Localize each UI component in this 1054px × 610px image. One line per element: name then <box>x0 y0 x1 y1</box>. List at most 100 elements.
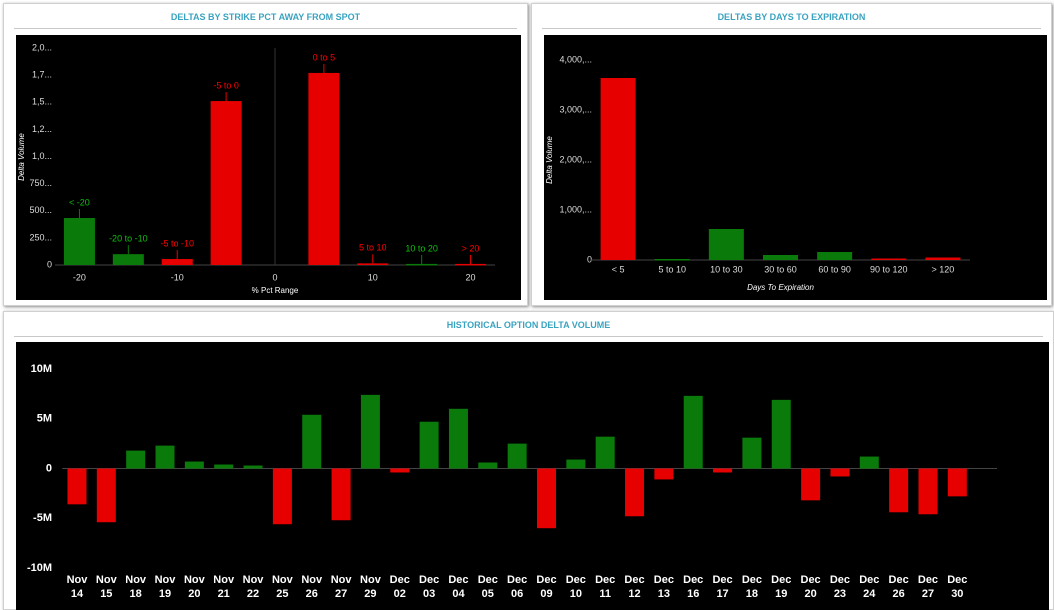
panel-title: HISTORICAL OPTION DELTA VOLUME <box>446 320 611 330</box>
x-tick-label: < 5 <box>612 264 625 274</box>
x-tick-label: Dec 06 <box>507 574 528 600</box>
bar <box>126 450 146 469</box>
x-tick-label: Dec 02 <box>390 574 410 600</box>
bar <box>925 257 961 260</box>
x-tick-text: Dec 09 <box>536 574 557 600</box>
y-tick-label: 5M <box>37 413 52 425</box>
panel-title: DELTAS BY STRIKE PCT AWAY FROM SPOT <box>170 12 361 22</box>
x-tick-label: 5 to 10 <box>658 264 686 274</box>
x-tick-label: 20 <box>466 272 476 282</box>
x-tick-text: Dec 30 <box>947 574 968 600</box>
bar <box>871 258 907 260</box>
x-tick-text: Nov 15 <box>95 574 117 600</box>
bar <box>918 468 938 515</box>
x-tick-text: Dec 04 <box>448 574 469 600</box>
y-tick-label: 1,7... <box>32 70 52 80</box>
y-tick-label: 3,000,... <box>559 104 592 114</box>
bar <box>742 437 762 469</box>
x-tick-label: 10 <box>368 272 378 282</box>
x-tick-label: Nov 21 <box>213 574 234 600</box>
x-tick-label: Dec 27 <box>918 574 938 600</box>
bar <box>184 461 204 469</box>
bar <box>112 254 144 265</box>
plot-area <box>16 342 1049 610</box>
x-tick-text: Nov 18 <box>125 574 147 600</box>
x-tick-text: Nov 25 <box>271 574 293 600</box>
x-tick-label: Nov 26 <box>301 574 322 600</box>
panel-title: DELTAS BY DAYS TO EXPIRATION <box>717 12 866 22</box>
x-tick-text: Dec 10 <box>565 574 586 600</box>
x-tick-label: 30 to 60 <box>764 264 797 274</box>
x-tick-label: Dec 03 <box>419 574 440 600</box>
x-tick-label: Dec 13 <box>653 574 674 600</box>
x-tick-label: Dec 11 <box>595 574 615 600</box>
y-tick-label: 250... <box>29 232 52 242</box>
x-tick-label: Nov 15 <box>95 574 117 600</box>
bar-label: -5 to 0 <box>213 80 239 90</box>
x-tick-text: Nov 19 <box>154 574 176 600</box>
y-tick-label: 2,000,... <box>559 154 592 164</box>
x-tick-text: Dec 12 <box>624 574 645 600</box>
x-tick-text: Nov 14 <box>66 574 88 600</box>
bar-label: 5 to 10 <box>359 243 387 253</box>
bar <box>448 408 468 469</box>
bar-label: > 20 <box>462 243 480 253</box>
bar <box>67 468 87 505</box>
x-tick-text: Nov 20 <box>183 574 205 600</box>
x-tick-label: Nov 19 <box>154 574 176 600</box>
y-tick-label: 500... <box>29 205 52 215</box>
bar <box>243 465 263 469</box>
x-tick-label: -20 <box>73 272 86 282</box>
x-tick-label: Dec 05 <box>478 574 498 600</box>
bar <box>801 468 821 501</box>
bar <box>566 459 586 469</box>
x-tick-label: Nov 22 <box>242 574 264 600</box>
bar <box>683 395 703 469</box>
bar <box>419 421 439 469</box>
x-tick-text: Dec 13 <box>653 574 674 600</box>
x-axis-title: % Pct Range <box>252 286 299 295</box>
x-tick-label: 0 <box>272 272 277 282</box>
bar <box>478 462 498 469</box>
y-axis-title: Delta Volume <box>17 133 26 181</box>
x-tick-text: Nov 22 <box>242 574 264 600</box>
bar <box>455 263 487 266</box>
x-tick-label: Dec 09 <box>536 574 557 600</box>
x-tick-text: Dec 06 <box>507 574 528 600</box>
x-tick-text: Dec 26 <box>888 574 909 600</box>
bar-label: < -20 <box>69 197 90 207</box>
x-tick-label: Dec 24 <box>859 574 880 600</box>
bar-label: 0 to 5 <box>313 52 336 62</box>
x-tick-label: Dec 23 <box>829 574 851 600</box>
x-tick-label: Nov 20 <box>183 574 205 600</box>
bar <box>210 101 242 265</box>
x-tick-text: Dec 03 <box>419 574 440 600</box>
rule <box>14 336 1043 337</box>
rule <box>542 28 1041 29</box>
x-tick-label: Nov 14 <box>66 574 88 600</box>
x-tick-label: Dec 12 <box>624 574 645 600</box>
x-tick-label: Nov 27 <box>331 574 352 600</box>
bar <box>507 443 527 469</box>
bar <box>817 252 853 260</box>
x-tick-label: > 120 <box>932 264 955 274</box>
x-tick-text: Dec 23 <box>829 574 851 600</box>
bar <box>302 414 322 469</box>
bar <box>406 263 438 266</box>
y-tick-label: 10M <box>31 363 52 375</box>
y-tick-label: 0 <box>587 254 592 264</box>
y-tick-label: 4,000,... <box>559 54 592 64</box>
y-tick-label: 2,0... <box>32 42 52 52</box>
x-tick-label: Dec 04 <box>448 574 469 600</box>
x-tick-text: Dec 24 <box>859 574 880 600</box>
bar-label: -5 to -10 <box>160 238 194 248</box>
bar-label: -20 to -10 <box>109 234 148 244</box>
bar <box>63 218 95 265</box>
bar <box>161 259 193 265</box>
x-tick-label: -10 <box>171 272 184 282</box>
y-tick-label: 750... <box>29 178 52 188</box>
y-tick-label: 1,5... <box>32 97 52 107</box>
x-tick-label: Nov 25 <box>271 574 293 600</box>
x-tick-label: 90 to 120 <box>870 264 908 274</box>
